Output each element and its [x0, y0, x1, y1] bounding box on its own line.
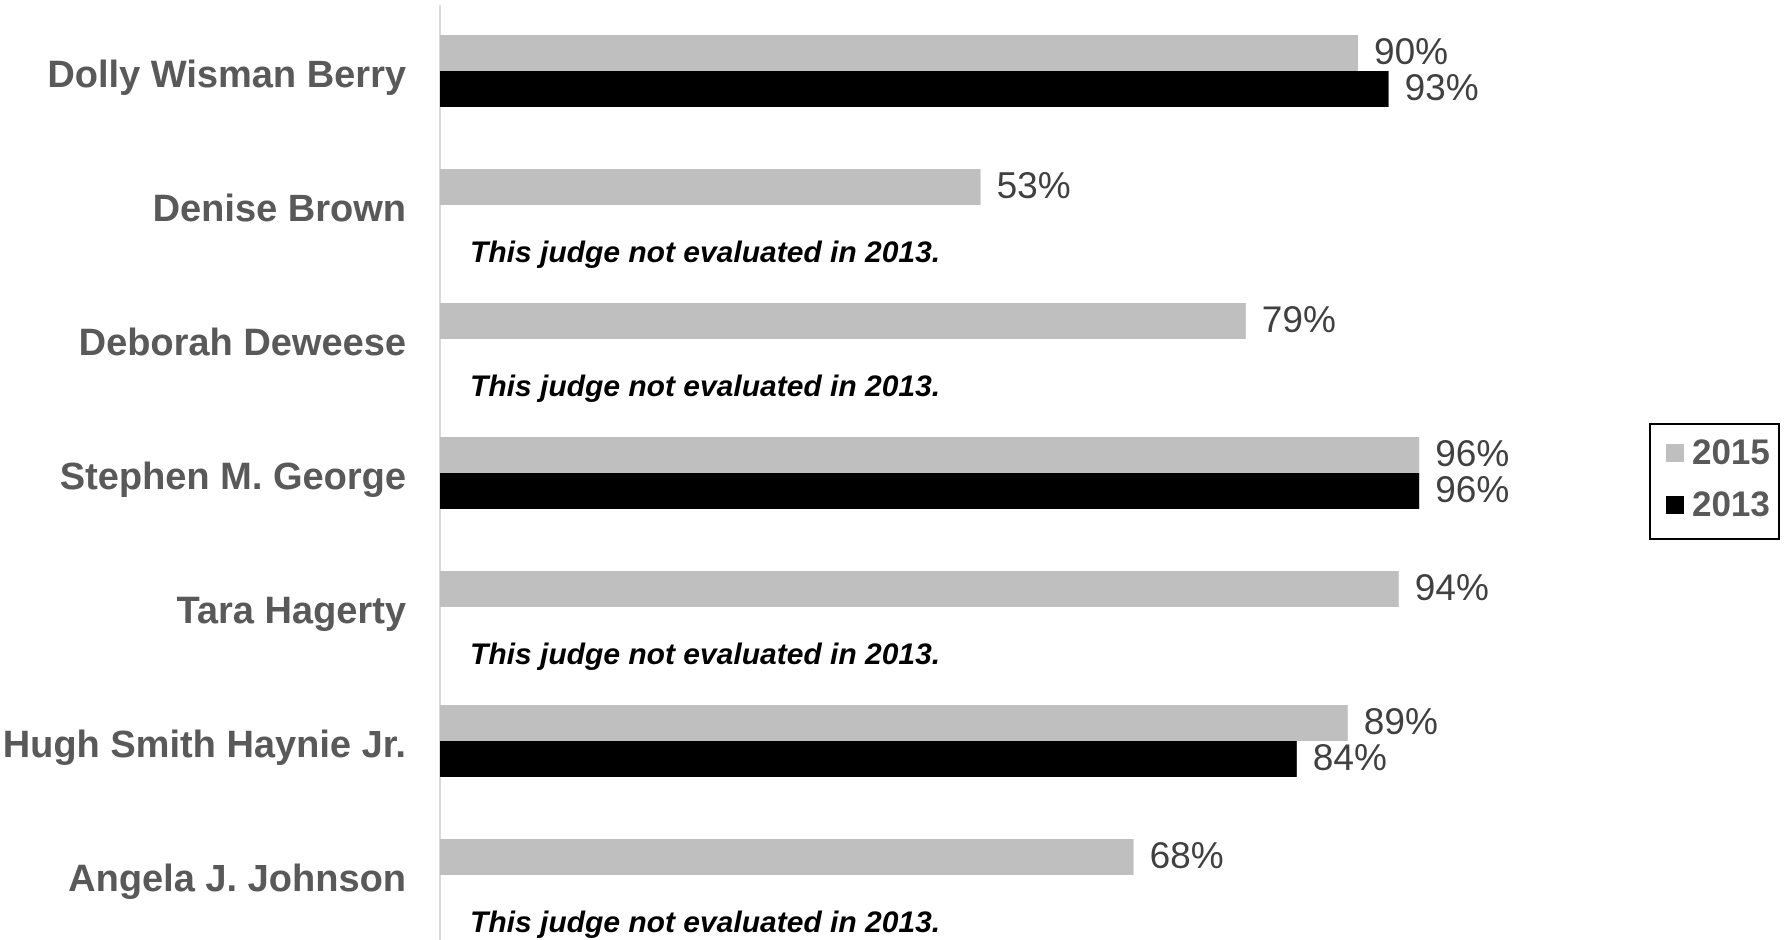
legend: 2015 2013 — [1649, 423, 1780, 540]
data-label-2015: 90% — [1374, 31, 1448, 72]
data-label-2013: 96% — [1435, 469, 1509, 510]
bar-2015 — [440, 571, 1399, 607]
bar-2015 — [440, 705, 1348, 741]
data-labels: 90%93% 53% 79% 96%96% 94% 89%84% 68% — [997, 31, 1510, 876]
not-evaluated-note: This judge not evaluated in 2013. — [470, 638, 940, 671]
judge-name-label: Dolly Wisman Berry — [47, 54, 406, 96]
bar-2013 — [440, 71, 1389, 107]
bar-2015 — [440, 169, 981, 205]
data-label-2015: 79% — [1262, 299, 1336, 340]
bar-2015 — [440, 35, 1358, 71]
bar-2013 — [440, 473, 1420, 509]
bar-2015 — [440, 303, 1246, 339]
legend-label-2015: 2015 — [1692, 433, 1770, 472]
category-labels: Dolly Wisman Berry Denise Brown Deborah De… — [3, 54, 406, 900]
data-label-2013: 84% — [1313, 737, 1387, 778]
judge-name-label: Tara Hagerty — [176, 590, 406, 632]
legend-swatch-2013 — [1666, 496, 1684, 514]
data-label-2013: 93% — [1405, 67, 1479, 108]
bar-2013 — [440, 741, 1297, 777]
data-label-2015: 53% — [997, 165, 1071, 206]
data-label-2015: 94% — [1415, 567, 1489, 608]
bar-2015 — [440, 437, 1420, 473]
judge-name-label: Hugh Smith Haynie Jr. — [3, 724, 406, 766]
legend-frame — [1649, 423, 1780, 540]
judge-name-label: Denise Brown — [153, 188, 406, 230]
data-label-2015: 96% — [1435, 433, 1509, 474]
not-evaluated-note: This judge not evaluated in 2013. — [470, 370, 940, 403]
bar-2015 — [440, 839, 1134, 875]
annotations: This judge not evaluated in 2013. This ju… — [470, 236, 940, 939]
legend-label-2013: 2013 — [1692, 485, 1770, 524]
judge-name-label: Angela J. Johnson — [68, 858, 406, 900]
not-evaluated-note: This judge not evaluated in 2013. — [470, 906, 940, 939]
not-evaluated-note: This judge not evaluated in 2013. — [470, 236, 940, 269]
judge-name-label: Stephen M. George — [60, 456, 406, 498]
data-label-2015: 89% — [1364, 701, 1438, 742]
bars — [440, 35, 1420, 875]
legend-swatch-2015 — [1666, 444, 1684, 462]
data-label-2015: 68% — [1150, 835, 1224, 876]
judge-name-label: Deborah Deweese — [79, 322, 406, 364]
